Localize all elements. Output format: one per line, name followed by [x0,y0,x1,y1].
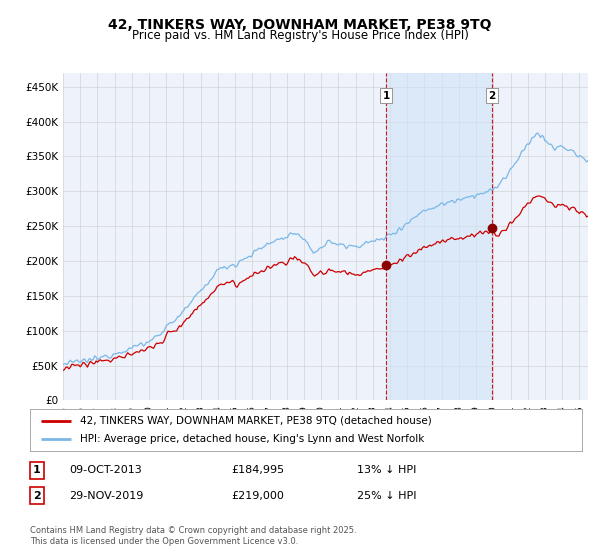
Text: 2: 2 [33,491,41,501]
Text: £219,000: £219,000 [231,491,284,501]
Text: 2: 2 [488,91,496,101]
Text: 29-NOV-2019: 29-NOV-2019 [69,491,143,501]
Text: 13% ↓ HPI: 13% ↓ HPI [357,465,416,475]
Text: Contains HM Land Registry data © Crown copyright and database right 2025.
This d: Contains HM Land Registry data © Crown c… [30,526,356,546]
Text: 42, TINKERS WAY, DOWNHAM MARKET, PE38 9TQ (detached house): 42, TINKERS WAY, DOWNHAM MARKET, PE38 9T… [80,416,431,426]
Text: 42, TINKERS WAY, DOWNHAM MARKET, PE38 9TQ: 42, TINKERS WAY, DOWNHAM MARKET, PE38 9T… [108,18,492,32]
Text: Price paid vs. HM Land Registry's House Price Index (HPI): Price paid vs. HM Land Registry's House … [131,29,469,42]
Text: 1: 1 [382,91,390,101]
Text: 1: 1 [33,465,41,475]
Bar [386,73,492,400]
Text: £184,995: £184,995 [231,465,284,475]
Text: 09-OCT-2013: 09-OCT-2013 [69,465,142,475]
Text: HPI: Average price, detached house, King's Lynn and West Norfolk: HPI: Average price, detached house, King… [80,434,424,444]
Text: 25% ↓ HPI: 25% ↓ HPI [357,491,416,501]
